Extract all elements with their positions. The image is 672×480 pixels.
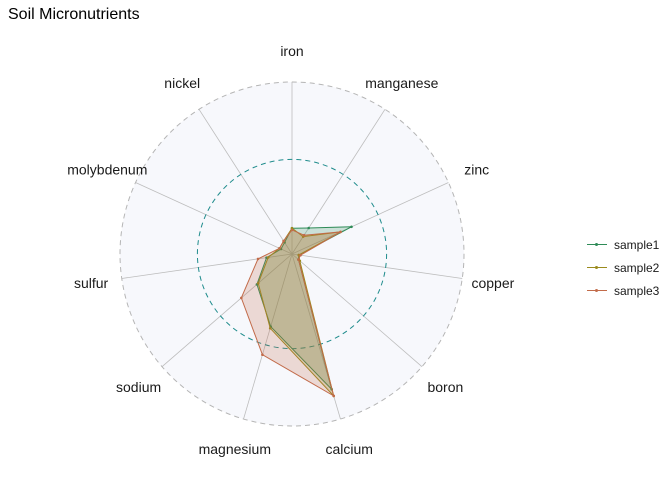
point-sample3-calcium <box>332 394 336 398</box>
point-sample3-magnesium <box>261 353 264 357</box>
spoke-boron <box>291 253 423 367</box>
spoke-magnesium <box>243 253 293 420</box>
spoke-sulfur <box>121 253 293 279</box>
series-polygons <box>240 225 353 398</box>
legend-key-sample3 <box>586 286 608 296</box>
spoke-sodium <box>161 253 293 367</box>
legend-label-sample3: sample3 <box>614 283 660 298</box>
axis-label-calcium: calcium <box>325 441 372 457</box>
spoke-copper <box>291 253 463 279</box>
legend-item-sample2: sample2 <box>586 256 659 279</box>
axis-label-molybdenum: molybdenum <box>67 162 147 178</box>
point-sample3-boron <box>297 258 300 261</box>
point-sample2-magnesium <box>268 327 272 330</box>
legend-label-sample1: sample1 <box>614 237 660 252</box>
legend-item-sample3: sample3 <box>586 279 659 302</box>
outer-ring <box>119 81 465 427</box>
point-sample3-copper <box>299 253 302 257</box>
spoke-molybdenum <box>135 182 293 255</box>
point-sample3-molybdenum <box>278 247 281 250</box>
axis-label-sulfur: sulfur <box>74 275 109 291</box>
axis-spokes <box>121 82 463 420</box>
legend-key-sample1 <box>586 240 608 250</box>
point-sample3-zinc <box>339 230 342 234</box>
axis-label-magnesium: magnesium <box>199 441 271 457</box>
point-sample3-iron <box>290 228 294 232</box>
chart-title: Soil Micronutrients <box>8 6 140 23</box>
axis-label-boron: boron <box>427 379 463 395</box>
spoke-nickel <box>198 109 293 255</box>
spoke-zinc <box>291 182 449 255</box>
point-sample2-sodium <box>256 282 260 285</box>
point-sample3-manganese <box>302 233 306 237</box>
point-sample1-manganese <box>307 226 311 230</box>
axis-label-nickel: nickel <box>164 75 200 91</box>
axis-labels: iron manganese zinc copper boron calcium magne… <box>67 43 514 457</box>
point-sample3-sodium <box>240 296 243 300</box>
legend-item-sample1: sample1 <box>586 233 659 256</box>
axis-label-iron: iron <box>280 43 303 59</box>
axis-label-sodium: sodium <box>116 379 161 395</box>
point-sample1-zinc <box>350 225 353 229</box>
point-sample2-sulfur <box>266 256 270 259</box>
point-sample3-sulfur <box>256 257 260 261</box>
series-sample3 <box>240 229 341 397</box>
axis-label-zinc: zinc <box>464 162 489 178</box>
point-sample3-nickel <box>282 239 285 243</box>
spoke-manganese <box>291 109 386 255</box>
legend-key-sample2 <box>586 263 608 273</box>
legend: sample1 sample2 sample3 <box>586 233 659 302</box>
axis-label-copper: copper <box>471 275 514 291</box>
axis-label-manganese: manganese <box>365 75 438 91</box>
legend-label-sample2: sample2 <box>614 260 660 275</box>
